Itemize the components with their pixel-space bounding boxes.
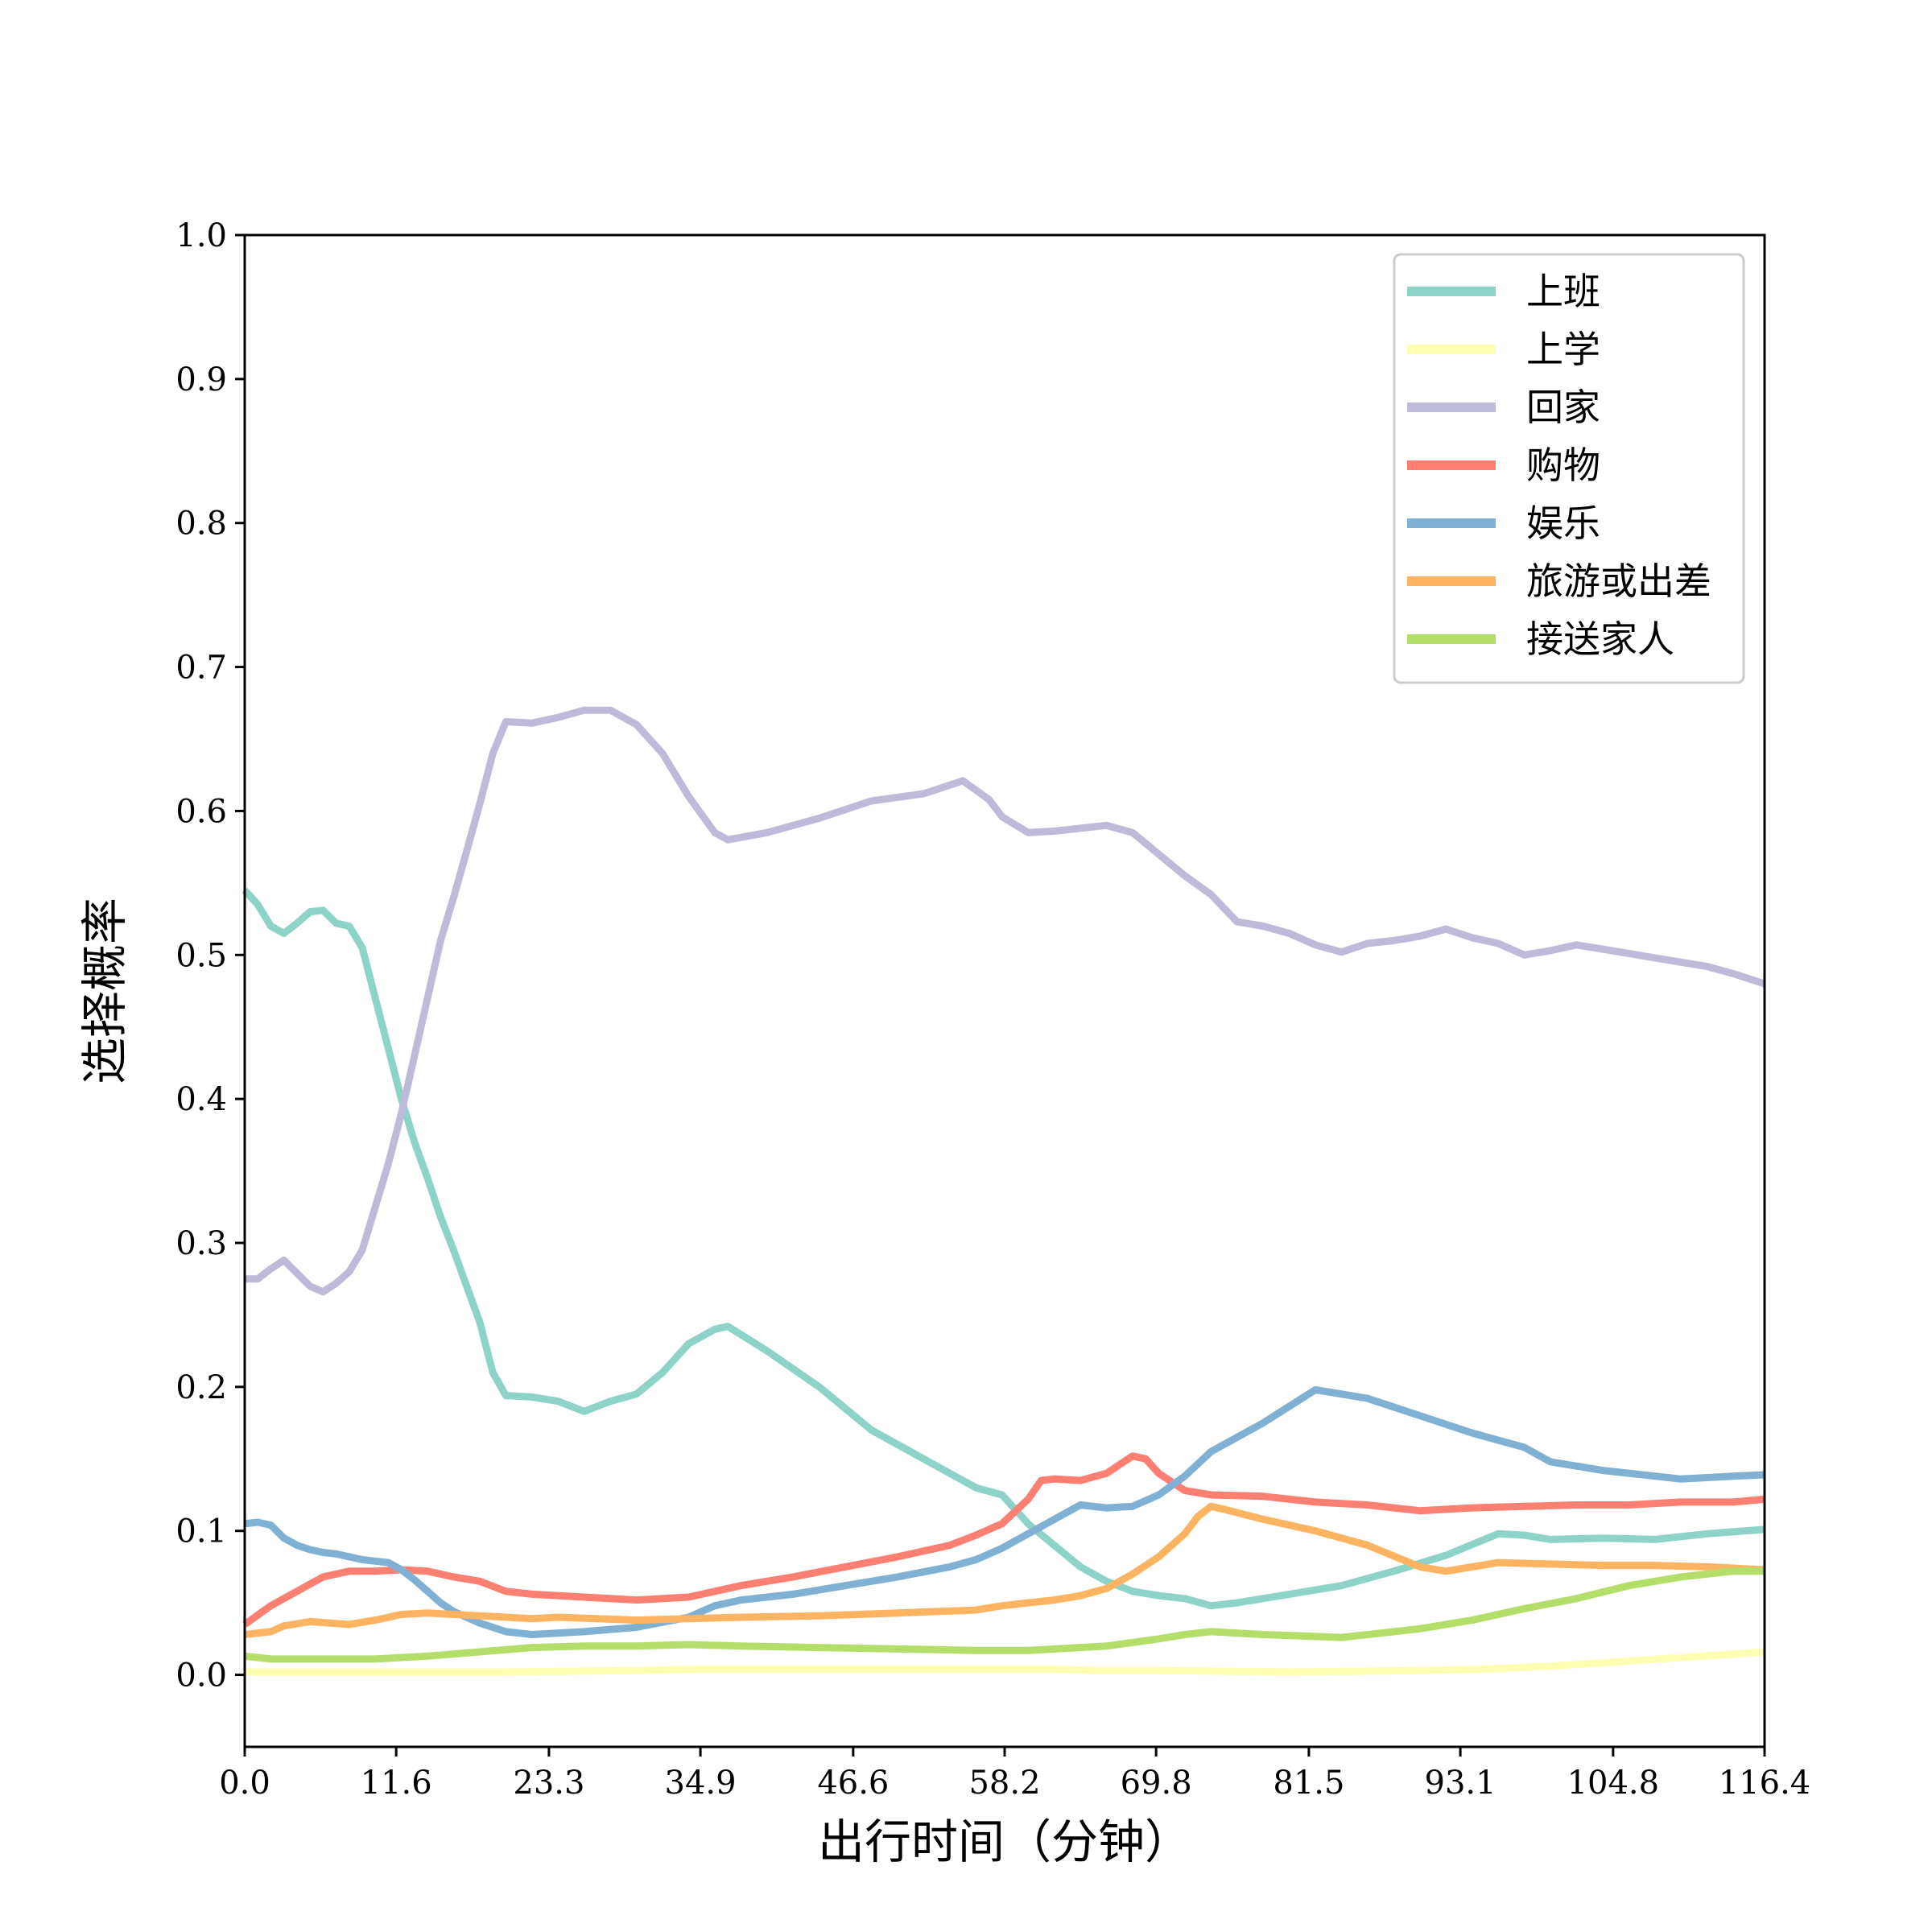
x-tick-label: 23.3 <box>513 1765 584 1802</box>
x-tick-label: 93.1 <box>1425 1765 1496 1802</box>
y-tick-label: 0.1 <box>175 1513 227 1550</box>
y-tick-label: 0.7 <box>175 650 227 687</box>
legend-label-上班: 上班 <box>1526 270 1600 313</box>
legend-box <box>1393 253 1745 684</box>
series-line-接送家人 <box>244 1567 1765 1663</box>
x-tick-label: 58.2 <box>968 1765 1040 1802</box>
ticks-layer: 0.0 11.6 23.3 34.9 46.6 58.2 69.8 81.5 93.1 104.8… <box>175 217 1810 1802</box>
y-tick-label: 0.6 <box>175 793 227 830</box>
x-tick-label: 81.5 <box>1273 1765 1344 1802</box>
x-tick-label: 11.6 <box>361 1765 432 1802</box>
y-tick-label: 0.5 <box>175 937 227 974</box>
series-line-上班 <box>242 887 1765 1610</box>
series-line-回家 <box>245 706 1766 1296</box>
y-tick-label: 0.0 <box>175 1657 227 1695</box>
x-tick-label: 116.4 <box>1719 1765 1811 1802</box>
y-axis-title: 选择概率 <box>77 898 132 1084</box>
x-tick-label: 104.8 <box>1567 1765 1660 1802</box>
legend-label-旅游或出差: 旅游或出差 <box>1526 559 1711 603</box>
y-tick-label: 0.8 <box>175 506 227 543</box>
legend-label-接送家人: 接送家人 <box>1526 617 1674 661</box>
series-line-旅游或出差 <box>244 1502 1765 1638</box>
series-layer <box>242 706 1766 1676</box>
y-tick-label: 1.0 <box>175 217 227 254</box>
x-tick-label: 34.9 <box>665 1765 737 1802</box>
legend-label-上学: 上学 <box>1526 328 1600 371</box>
y-tick-label: 0.4 <box>175 1081 227 1118</box>
y-tick-label: 0.9 <box>175 361 227 398</box>
series-line-购物 <box>242 1452 1765 1628</box>
y-tick-label: 0.2 <box>175 1369 227 1406</box>
series-line-上学 <box>245 1648 1765 1676</box>
y-tick-label: 0.3 <box>175 1225 227 1262</box>
x-tick-label: 46.6 <box>817 1765 889 1802</box>
legend-label-回家: 回家 <box>1526 386 1600 429</box>
x-tick-label: 69.8 <box>1121 1765 1192 1802</box>
x-tick-label: 0.0 <box>219 1765 270 1802</box>
series-line-娱乐 <box>244 1385 1765 1638</box>
legend-label-娱乐: 娱乐 <box>1526 502 1600 545</box>
x-axis-title: 出行时间（分钟） <box>818 1814 1191 1869</box>
legend-label-购物: 购物 <box>1526 444 1600 487</box>
